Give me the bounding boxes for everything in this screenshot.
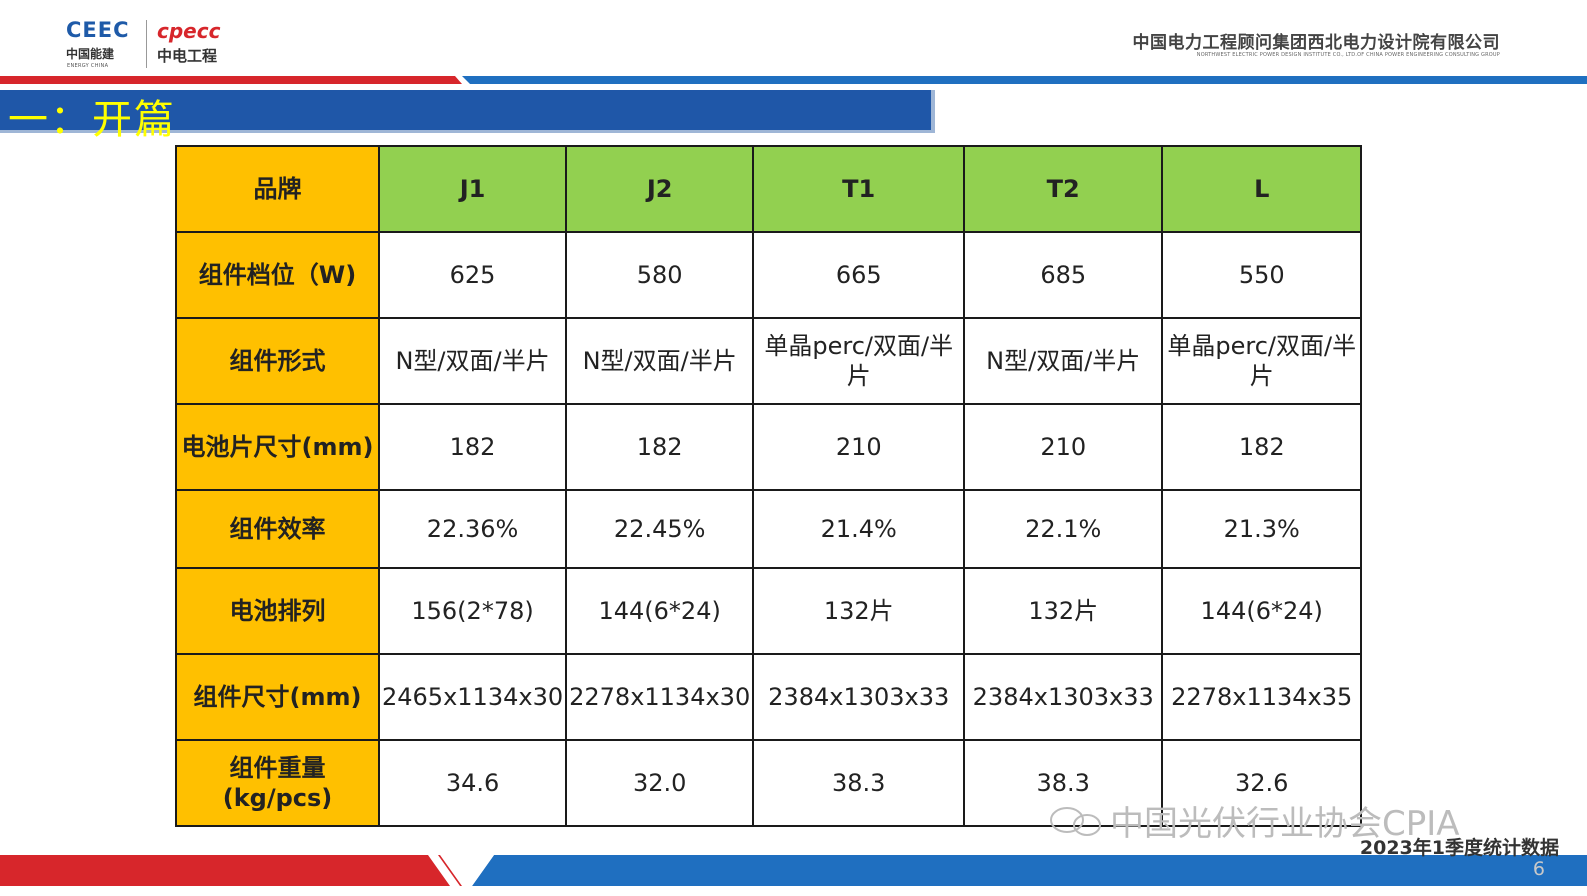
table-corner: 品牌 bbox=[175, 145, 380, 233]
page-number: 6 bbox=[1532, 858, 1545, 880]
ceec-logo: CEEC bbox=[66, 18, 130, 42]
table-cell: 685 bbox=[963, 231, 1164, 319]
row-label: 组件重量(kg/pcs) bbox=[175, 739, 380, 827]
table-row: 电池片尺寸(mm) 182 182 210 210 182 bbox=[175, 403, 1363, 491]
stat-note: 2023年1季度统计数据 bbox=[1359, 837, 1559, 859]
table-cell: 38.3 bbox=[963, 739, 1164, 827]
table-cell: N型/双面/半片 bbox=[565, 317, 755, 405]
row-label: 电池排列 bbox=[175, 567, 380, 655]
brand-header: T1 bbox=[752, 145, 966, 233]
row-label: 电池片尺寸(mm) bbox=[175, 403, 380, 491]
brand-header: T2 bbox=[963, 145, 1164, 233]
section-banner: 一：开篇 bbox=[0, 90, 935, 143]
ceec-logo-en: ENERGY CHINA bbox=[67, 63, 109, 69]
brand-header: J2 bbox=[565, 145, 755, 233]
table-cell: 22.36% bbox=[377, 489, 568, 569]
table-cell: 32.6 bbox=[1161, 739, 1363, 827]
header-stripe bbox=[0, 76, 1587, 84]
table-cell: 2384x1303x33 bbox=[963, 653, 1164, 741]
table-cell: N型/双面/半片 bbox=[377, 317, 568, 405]
table-cell: 22.1% bbox=[963, 489, 1164, 569]
table-cell: 34.6 bbox=[377, 739, 568, 827]
company-name-en: NORTHWEST ELECTRIC POWER DESIGN INSTITUT… bbox=[1196, 52, 1500, 58]
table-cell: 182 bbox=[565, 403, 755, 491]
table-cell: 38.3 bbox=[752, 739, 966, 827]
table-cell: 32.0 bbox=[565, 739, 755, 827]
row-label: 组件档位（W) bbox=[175, 231, 380, 319]
table-cell: 2384x1303x33 bbox=[752, 653, 966, 741]
table-cell: 156(2*78) bbox=[377, 567, 568, 655]
watermark-text: 中国光伏行业协会CPIA bbox=[1110, 804, 1460, 844]
table-cell: 单晶perc/双面/半片 bbox=[752, 317, 966, 405]
table-cell: 182 bbox=[377, 403, 568, 491]
logo-divider bbox=[146, 20, 147, 68]
table-cell: 132片 bbox=[752, 567, 966, 655]
table-cell: 132片 bbox=[963, 567, 1164, 655]
section-title: 一：开篇 bbox=[8, 97, 176, 143]
row-label: 组件尺寸(mm) bbox=[175, 653, 380, 741]
table-cell: 22.45% bbox=[565, 489, 755, 569]
footer-stripe bbox=[0, 855, 1587, 886]
table-cell: 21.4% bbox=[752, 489, 966, 569]
table-row: 组件尺寸(mm) 2465x1134x30 2278x1134x30 2384x… bbox=[175, 653, 1363, 741]
brand-header: L bbox=[1161, 145, 1363, 233]
table-cell: N型/双面/半片 bbox=[963, 317, 1164, 405]
cpecc-logo-cn: 中电工程 bbox=[157, 47, 218, 65]
table-header-row: 品牌 J1 J2 T1 T2 L bbox=[175, 145, 1363, 233]
table-cell: 580 bbox=[565, 231, 755, 319]
company-name-cn: 中国电力工程顾问集团西北电力设计院有限公司 bbox=[1132, 33, 1500, 53]
logo-group: CEEC 中国能建 ENERGY CHINA cpecc 中电工程 bbox=[66, 18, 236, 72]
table-cell: 210 bbox=[752, 403, 966, 491]
table-cell: 2465x1134x30 bbox=[377, 653, 568, 741]
table-cell: 2278x1134x35 bbox=[1161, 653, 1363, 741]
row-label: 组件形式 bbox=[175, 317, 380, 405]
wechat-icon bbox=[1050, 807, 1101, 836]
brand-header: J1 bbox=[377, 145, 568, 233]
table-cell: 210 bbox=[963, 403, 1164, 491]
ceec-logo-cn: 中国能建 bbox=[66, 47, 115, 61]
table-cell: 2278x1134x30 bbox=[565, 653, 755, 741]
table-cell: 665 bbox=[752, 231, 966, 319]
table-cell: 625 bbox=[377, 231, 568, 319]
table-cell: 144(6*24) bbox=[1161, 567, 1363, 655]
table-row: 组件档位（W) 625 580 665 685 550 bbox=[175, 231, 1363, 319]
spec-table: 品牌 J1 J2 T1 T2 L 组件档位（W) 625 580 665 685… bbox=[175, 145, 1363, 827]
row-label: 组件效率 bbox=[175, 489, 380, 569]
table-cell: 144(6*24) bbox=[565, 567, 755, 655]
cpecc-logo: cpecc bbox=[157, 19, 221, 43]
table-row: 组件形式 N型/双面/半片 N型/双面/半片 单晶perc/双面/半片 N型/双… bbox=[175, 317, 1363, 405]
table-cell: 182 bbox=[1161, 403, 1363, 491]
table-row: 电池排列 156(2*78) 144(6*24) 132片 132片 144(6… bbox=[175, 567, 1363, 655]
table-row: 组件效率 22.36% 22.45% 21.4% 22.1% 21.3% bbox=[175, 489, 1363, 569]
table-row: 组件重量(kg/pcs) 34.6 32.0 38.3 38.3 32.6 bbox=[175, 739, 1363, 827]
table-cell: 550 bbox=[1161, 231, 1363, 319]
table-cell: 单晶perc/双面/半片 bbox=[1161, 317, 1363, 405]
table-cell: 21.3% bbox=[1161, 489, 1363, 569]
